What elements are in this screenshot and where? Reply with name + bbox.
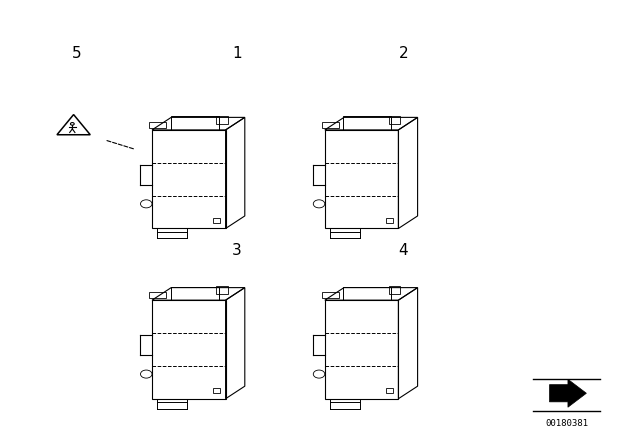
- Text: 00180381: 00180381: [545, 419, 588, 428]
- Text: 2: 2: [398, 46, 408, 61]
- Text: 4: 4: [398, 243, 408, 258]
- Polygon shape: [550, 379, 586, 407]
- Text: 3: 3: [232, 243, 242, 258]
- Text: 1: 1: [232, 46, 242, 61]
- Text: 5: 5: [72, 46, 82, 61]
